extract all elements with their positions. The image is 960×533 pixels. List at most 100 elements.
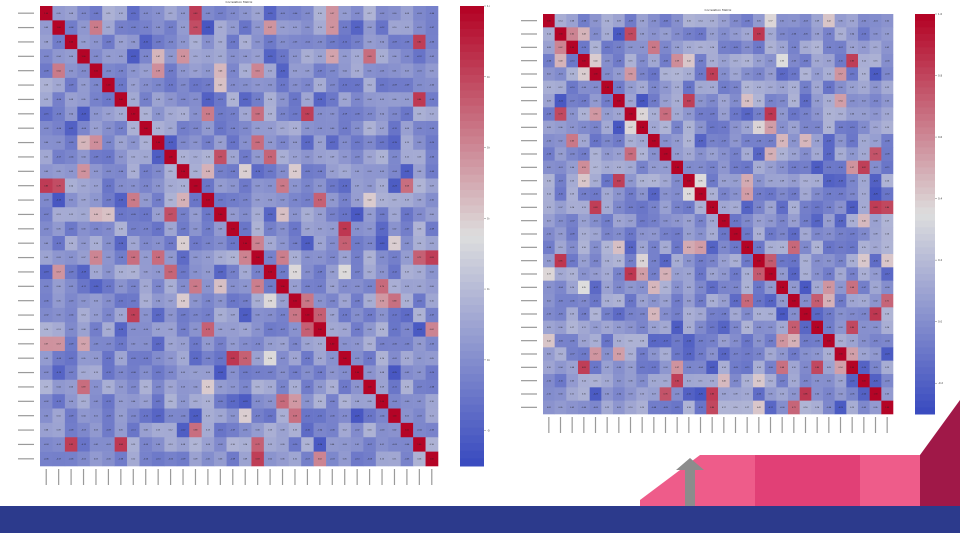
cell-value-label: -0.01 [143,372,148,374]
cell-value-label: -0.07 [268,372,273,374]
heatmap-cell [263,164,277,179]
cell-value-label: -0.06 [168,458,174,460]
heatmap-cell [834,40,847,55]
cell-value-label: 0.11 [169,128,173,130]
heatmap-cell [683,294,695,308]
heatmap-cell [127,92,140,107]
heatmap-cell [413,451,426,467]
heatmap-cell [846,227,859,241]
cell-value-label: -0.07 [710,314,715,316]
cell-value-label: 0.14 [850,260,855,262]
heatmap-cell [799,307,812,321]
heatmap-cell [350,77,364,93]
heatmap-cell [313,422,327,438]
heatmap-cell [741,254,754,268]
heatmap-cell [799,280,812,295]
cell-value-label: 0.16 [169,200,174,202]
cell-value-label: 0.14 [268,99,273,101]
cell-value-label: -0.05 [44,286,49,288]
cell-value-label: 0.10 [722,100,727,102]
cell-value-label: 0.09 [547,100,552,102]
cell-value-label: -0.02 [582,127,587,129]
cell-value-label: -0.00 [106,458,112,460]
row-tick-label [18,199,34,201]
cell-value-label: 0.13 [318,85,322,87]
heatmap-cell [114,106,128,122]
heatmap-cell [363,408,377,424]
cell-value-label: 0.57 [57,272,61,274]
heatmap-cell [263,351,277,366]
cell-value-label: -0.09 [342,113,348,115]
cell-value-label: 1.00 [687,180,692,182]
cell-value-label: -0.00 [131,329,137,331]
cell-value-label: 0.73 [305,329,309,331]
cell-value-label: -0.10 [827,167,833,169]
cell-value-label: -0.10 [757,47,763,49]
heatmap-cell [276,264,290,280]
cell-value-label: -0.03 [94,343,99,345]
heatmap-cell [776,14,789,28]
cell-value-label: 1.00 [243,243,248,245]
cell-value-label: -0.11 [405,214,410,216]
cell-value-label: -0.09 [181,228,187,230]
column-tick-label [58,469,60,485]
heatmap-cell [375,207,389,222]
cell-value-label: 0.11 [675,114,679,116]
heatmap-cell [846,80,859,95]
cell-value-label: 0.08 [380,372,385,374]
cell-value-label: -0.00 [143,85,149,87]
heatmap-cell [338,279,352,294]
heatmap-cell [601,40,614,55]
heatmap-cell [753,94,765,108]
column-tick-label [641,417,643,433]
colorbar-segment [915,294,935,302]
heatmap-cell [823,187,835,201]
cell-value-label: 0.16 [582,247,587,249]
heatmap-cell [375,221,389,237]
heatmap-cell [869,134,882,148]
heatmap-cell [102,365,115,381]
cell-value-label: -0.01 [181,286,186,288]
cell-value-label: 0.13 [815,180,819,182]
heatmap-cell [788,320,800,335]
cell-value-label: 0.08 [640,300,645,302]
cell-value-label: -0.17 [780,74,785,76]
cell-value-label: -0.11 [885,167,890,169]
heatmap-cell [375,92,389,107]
cell-value-label: -0.16 [255,171,261,173]
cell-value-label: 1.00 [698,194,703,196]
cell-value-label: 0.13 [710,234,714,236]
cell-value-label: -0.08 [803,60,809,62]
cell-value-label: -0.09 [243,372,249,374]
cell-value-label: 0.58 [181,56,186,58]
heatmap-cell [176,92,190,107]
heatmap-cell [89,164,103,179]
cell-value-label: 0.10 [193,56,198,58]
heatmap-cell [543,120,555,135]
cell-value-label: -0.08 [628,194,634,196]
heatmap-cell [52,178,66,194]
row-tick-label [18,55,34,57]
cell-value-label: -0.03 [417,13,422,15]
cell-value-label: -0.12 [268,415,273,417]
heatmap-cell [694,240,707,255]
heatmap-cell [388,121,401,136]
heatmap-cell [301,293,314,309]
heatmap-cell [288,149,302,165]
heatmap-cell [776,320,789,335]
row-tick-label [521,100,537,102]
colorbar-segment [915,334,935,342]
cell-value-label: -0.07 [768,140,773,142]
heatmap-cell [741,280,754,295]
cell-value-label: -0.03 [617,287,622,289]
cell-value-label: 0.59 [582,167,587,169]
heatmap-cell [388,49,401,64]
heatmap-cell [554,14,567,28]
heatmap-cell [776,134,789,148]
heatmap-cell [834,227,847,241]
heatmap-cell [214,451,227,467]
cell-value-label: 0.85 [628,274,632,276]
cell-value-label: 0.07 [710,34,714,36]
column-tick-label [145,469,147,485]
heatmap-cell [834,54,847,68]
